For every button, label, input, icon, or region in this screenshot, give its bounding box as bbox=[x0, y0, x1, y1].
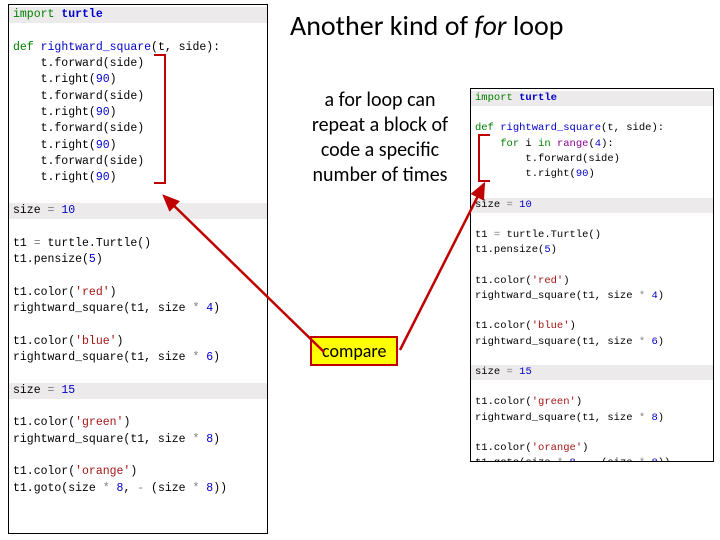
code-line: size = 15 bbox=[471, 365, 713, 380]
code-line: size = 10 bbox=[9, 203, 267, 219]
title-pre: Another kind of bbox=[290, 8, 474, 43]
compare-badge: compare bbox=[310, 336, 398, 366]
code-line: import turtle bbox=[471, 91, 713, 106]
code-line: t.right(90) bbox=[13, 72, 263, 88]
code-line: rightward_square(t1, size * 6) bbox=[475, 335, 709, 350]
code-line: rightward_square(t1, size * 4) bbox=[475, 289, 709, 304]
code-line: t.forward(side) bbox=[475, 152, 709, 167]
code-line bbox=[13, 219, 263, 235]
bracket-right-code bbox=[478, 134, 490, 182]
code-line: t.right(90) bbox=[13, 105, 263, 121]
code-line: t1.color('blue') bbox=[13, 334, 263, 350]
code-line: rightward_square(t1, size * 8) bbox=[475, 411, 709, 426]
code-line: rightward_square(t1, size * 6) bbox=[13, 350, 263, 366]
title-post: loop bbox=[507, 8, 564, 43]
code-line: for i in range(4): bbox=[475, 137, 709, 152]
code-line bbox=[13, 187, 263, 203]
code-line bbox=[13, 268, 263, 284]
center-explanation: a for loop can repeat a block of code a … bbox=[300, 88, 460, 188]
code-line: t1.pensize(5) bbox=[475, 243, 709, 258]
code-line: t.forward(side) bbox=[13, 56, 263, 72]
code-line: t1.color('red') bbox=[475, 274, 709, 289]
code-line: t1.color('green') bbox=[13, 415, 263, 431]
code-line: t1.color('red') bbox=[13, 285, 263, 301]
code-line bbox=[475, 213, 709, 228]
code-line: rightward_square(t1, size * 4) bbox=[13, 301, 263, 317]
code-line: t1 = turtle.Turtle() bbox=[13, 236, 263, 252]
code-line: t.forward(side) bbox=[13, 154, 263, 170]
code-line: rightward_square(t1, size * 8) bbox=[13, 432, 263, 448]
code-line bbox=[475, 380, 709, 395]
code-line: import turtle bbox=[9, 7, 267, 23]
code-line bbox=[475, 258, 709, 273]
code-line: t1.color('orange') bbox=[13, 464, 263, 480]
code-line: t1 = turtle.Turtle() bbox=[475, 228, 709, 243]
code-line: t1.goto(size * 8, - (size * 8)) bbox=[475, 456, 709, 462]
code-panel-right: import turtle def rightward_square(t, si… bbox=[470, 88, 714, 462]
code-line: t.forward(side) bbox=[13, 89, 263, 105]
bracket-left-code bbox=[154, 54, 166, 184]
code-line bbox=[13, 23, 263, 39]
code-line bbox=[13, 366, 263, 382]
code-line: size = 10 bbox=[471, 198, 713, 213]
code-line bbox=[475, 426, 709, 441]
code-line bbox=[475, 182, 709, 197]
code-line: t.right(90) bbox=[475, 167, 709, 182]
code-panel-left: import turtle def rightward_square(t, si… bbox=[8, 4, 268, 534]
code-line: t1.color('blue') bbox=[475, 319, 709, 334]
code-line: t1.color('orange') bbox=[475, 441, 709, 456]
code-line: size = 15 bbox=[9, 383, 267, 399]
code-line bbox=[13, 399, 263, 415]
code-line: t1.goto(size * 8, - (size * 8)) bbox=[13, 481, 263, 497]
code-line: t.right(90) bbox=[13, 170, 263, 186]
code-line: def rightward_square(t, side): bbox=[13, 40, 263, 56]
code-line bbox=[13, 448, 263, 464]
code-line bbox=[475, 106, 709, 121]
code-line bbox=[475, 350, 709, 365]
code-line bbox=[475, 304, 709, 319]
title-emph: for bbox=[474, 8, 506, 43]
slide-title: Another kind of for loop bbox=[290, 8, 564, 43]
code-line: t.right(90) bbox=[13, 138, 263, 154]
code-line: t.forward(side) bbox=[13, 121, 263, 137]
code-line: t1.pensize(5) bbox=[13, 252, 263, 268]
code-line: def rightward_square(t, side): bbox=[475, 121, 709, 136]
code-line bbox=[13, 317, 263, 333]
code-line: t1.color('green') bbox=[475, 395, 709, 410]
